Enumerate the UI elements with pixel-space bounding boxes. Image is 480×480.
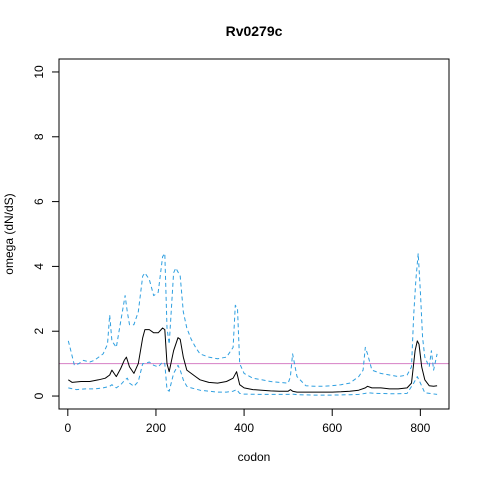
x-tick-label: 600 — [322, 421, 342, 435]
lower-series-line — [68, 361, 438, 396]
x-tick-label: 800 — [410, 421, 430, 435]
y-tick-label: 0 — [32, 392, 46, 399]
chart-title: Rv0279c — [226, 23, 283, 39]
y-tick-label: 10 — [32, 65, 46, 79]
x-tick-label: 0 — [64, 421, 71, 435]
x-axis-title: codon — [238, 450, 271, 464]
y-tick-label: 2 — [32, 328, 46, 335]
x-tick-label: 400 — [234, 421, 254, 435]
y-axis: 0 2 4 6 8 10 — [32, 65, 60, 399]
series-layer — [67, 252, 438, 396]
estimate-series-line — [68, 327, 438, 393]
x-axis: 0 200 400 600 800 — [64, 408, 431, 435]
y-tick-label: 4 — [32, 263, 46, 270]
y-tick-label: 6 — [32, 198, 46, 205]
x-tick-label: 200 — [146, 421, 166, 435]
y-axis-title: omega (dN/dS) — [2, 193, 16, 274]
upper-series-line — [67, 252, 438, 387]
y-tick-label: 8 — [32, 133, 46, 140]
